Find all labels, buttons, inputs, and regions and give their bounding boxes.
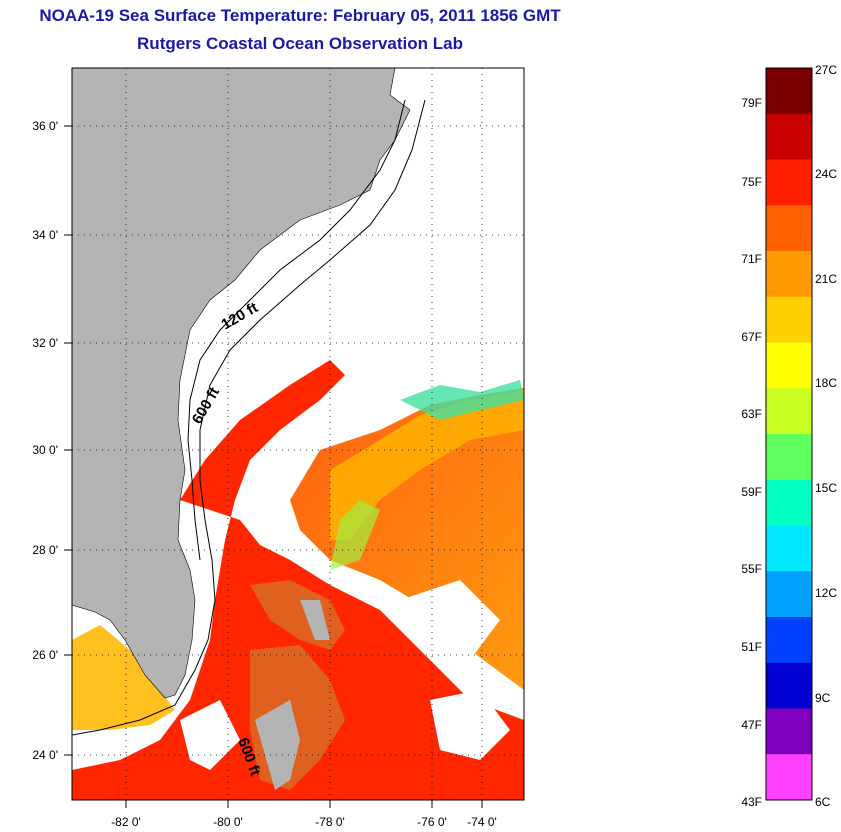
lon-label: -76 0' — [417, 815, 447, 829]
colorbar-stripe — [766, 479, 812, 526]
colorbar-stripe — [766, 388, 812, 435]
f-label: 51F — [741, 640, 762, 654]
colorbar-stripe — [766, 708, 812, 755]
contour-120ft — [187, 99, 406, 561]
map-frame — [71, 67, 525, 801]
colorbar-stripe — [766, 754, 812, 801]
f-label: 71F — [741, 252, 762, 266]
c-label: 12C — [815, 586, 837, 600]
c-label: 18C — [815, 376, 837, 390]
c-label: 6C — [815, 795, 831, 809]
lat-label: 26 0' — [32, 648, 58, 662]
colorbar-stripe — [766, 525, 812, 572]
cloud-patch — [430, 690, 510, 760]
cloud-patch — [400, 580, 500, 660]
lat-label: 32 0' — [32, 336, 58, 350]
lat-label: 28 0' — [32, 543, 58, 557]
f-label: 67F — [741, 330, 762, 344]
map-title: NOAA-19 Sea Surface Temperature: Februar… — [39, 6, 561, 25]
green-patch — [330, 500, 380, 570]
f-label: 47F — [741, 718, 762, 732]
andros-island — [255, 700, 300, 790]
c-label: 15C — [815, 481, 837, 495]
latitude-labels: 36 0' 34 0' 32 0' 30 0' 28 0' 26 0' 24 0… — [32, 119, 58, 762]
colorbar-frame — [765, 67, 813, 801]
c-label: 27C — [815, 63, 837, 77]
colorbar-stripe — [766, 68, 812, 115]
colorbar-stripe — [766, 296, 812, 343]
land-mass — [72, 68, 411, 699]
f-label: 79F — [741, 96, 762, 110]
cooler-streaks — [330, 390, 524, 540]
lon-label: -78 0' — [315, 815, 345, 829]
celsius-labels: 27C 24C 21C 18C 15C 12C 9C 6C — [815, 63, 837, 809]
f-label: 63F — [741, 407, 762, 421]
c-label: 24C — [815, 167, 837, 181]
colorbar-stripe — [766, 434, 812, 481]
colorbar-stripe — [766, 571, 812, 618]
colorbar-stripe — [766, 662, 812, 709]
f-label: 55F — [741, 562, 762, 576]
contour-600ft — [72, 99, 426, 736]
lon-label: -82 0' — [111, 815, 141, 829]
lon-label: -74 0' — [467, 815, 497, 829]
c-label: 21C — [815, 272, 837, 286]
fahrenheit-labels: 79F 75F 71F 67F 63F 59F 55F 51F 47F 43F — [741, 96, 762, 809]
colorbar-stripe — [766, 205, 812, 252]
lon-label: -80 0' — [213, 815, 243, 829]
map-area: 120 ft 600 ft 600 ft — [72, 68, 524, 800]
map-subtitle: Rutgers Coastal Ocean Observation Lab — [137, 34, 463, 53]
lat-label: 24 0' — [32, 748, 58, 762]
colorbar-stripe — [766, 113, 812, 160]
colorbar-stripe — [766, 251, 812, 298]
colorbar: 79F 75F 71F 67F 63F 59F 55F 51F 47F 43F … — [741, 63, 837, 809]
lat-label: 34 0' — [32, 228, 58, 242]
colorbar-stripe — [766, 617, 812, 664]
f-label: 59F — [741, 485, 762, 499]
cloud-patch — [180, 700, 240, 770]
warm-current-region — [72, 360, 524, 800]
colorbar-stripes — [766, 68, 812, 801]
cool-filaments — [400, 380, 524, 420]
colorbar-stripe — [766, 342, 812, 389]
graticule — [72, 68, 524, 800]
longitude-labels: -82 0' -80 0' -78 0' -76 0' -74 0' — [111, 815, 497, 829]
west-florida-shelf — [72, 625, 175, 730]
lat-label: 36 0' — [32, 119, 58, 133]
sst-field — [72, 360, 524, 800]
f-label: 75F — [741, 175, 762, 189]
lat-label: 30 0' — [32, 443, 58, 457]
axis-ticks — [64, 125, 483, 808]
c-label: 9C — [815, 691, 831, 705]
f-label: 43F — [741, 795, 762, 809]
colorbar-stripe — [766, 159, 812, 206]
grand-bahama-island — [300, 600, 330, 640]
